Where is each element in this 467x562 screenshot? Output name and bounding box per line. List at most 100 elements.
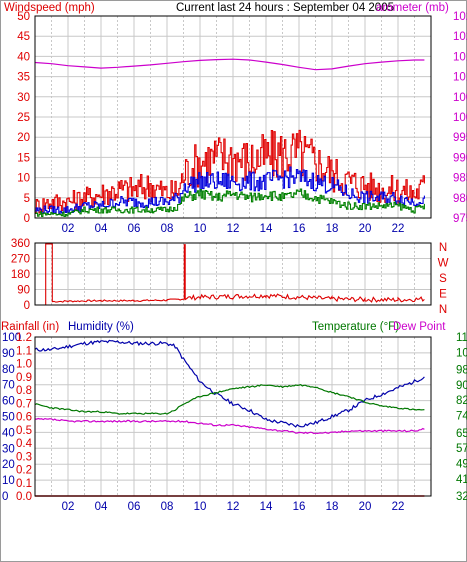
dew-point-axis-title: Dew Point: [393, 321, 446, 333]
winddir-plot-border: [34, 242, 432, 306]
humidity-tick-label: 70: [2, 380, 15, 392]
humidity-tick-label: 20: [2, 459, 15, 471]
rain-tick-label: 0.5: [16, 425, 32, 437]
barometer-axis-title: arometer (mb): [376, 2, 449, 14]
temperature-line: [34, 384, 425, 415]
humidity-tick-label: 0: [2, 491, 8, 503]
humidity-tick-label: 30: [2, 443, 15, 455]
top-x-tick-label: 22: [392, 223, 405, 235]
temperature-tick-label: 74: [456, 411, 467, 423]
wind-direction-tick-label: 270: [11, 254, 30, 266]
rain-tick-label: 0.3: [16, 451, 32, 463]
windspeed-tick-label: 10: [17, 173, 30, 185]
temperature-tick-label: 65: [456, 428, 467, 440]
bottom-x-tick-label: 22: [392, 501, 405, 513]
humidity-tick-label: 60: [2, 396, 15, 408]
barometer-line: [34, 58, 425, 71]
bottom-x-tick-label: 10: [194, 501, 207, 513]
temperature-tick-label: 49: [456, 458, 467, 470]
windspeed-tick-label: 15: [17, 152, 30, 164]
bottom-x-tick-label: 18: [326, 501, 339, 513]
rain-tick-label: 0.0: [16, 491, 32, 503]
rain-tick-label: 1.1: [16, 345, 32, 357]
windspeed-tick-label: 25: [17, 112, 30, 124]
humidity-tick-label: 100: [2, 332, 21, 344]
temperature-tick-label: 107: [456, 347, 467, 359]
humidity-tick-label: 90: [2, 348, 15, 360]
rain-tick-label: 1.2: [16, 332, 32, 344]
tick-labels-layer: 0510152025303540455097598098599099510001…: [2, 11, 467, 513]
rain-tick-label: 0.4: [16, 438, 33, 450]
wind-mid-line: [35, 166, 425, 215]
rain-tick-label: 1.0: [16, 359, 32, 371]
windspeed-tick-label: 30: [17, 92, 30, 104]
rain-tick-label: 0.2: [16, 465, 32, 477]
wind-direction-tick-label: 90: [17, 285, 30, 297]
top-x-tick-label: 12: [227, 223, 240, 235]
windspeed-tick-label: 45: [17, 31, 30, 43]
humidity-tick-label: 10: [2, 475, 15, 487]
top-x-tick-label: 20: [359, 223, 372, 235]
wind-direction-line: [35, 243, 425, 306]
barometer-tick-label: 995: [453, 132, 467, 144]
compass-letter-label: N: [439, 242, 447, 254]
rain-tick-label: 0.7: [16, 398, 32, 410]
temperature-tick-label: 41: [456, 474, 467, 486]
bottom-x-tick-label: 08: [161, 501, 174, 513]
humid-plot-border: [34, 336, 432, 497]
barometer-tick-label: 990: [453, 152, 467, 164]
top-x-tick-label: 18: [326, 223, 339, 235]
top-x-tick-label: 10: [194, 223, 207, 235]
compass-letter-label: N: [439, 304, 447, 316]
temperature-tick-label: 57: [456, 443, 467, 455]
windspeed-tick-label: 35: [17, 72, 30, 84]
rain-tick-label: 0.1: [16, 478, 32, 490]
wind-direction-tick-label: 360: [11, 238, 30, 250]
top-x-tick-label: 02: [62, 223, 75, 235]
windspeed-tick-label: 0: [24, 213, 30, 225]
barometer-tick-label: 975: [453, 213, 467, 225]
bottom-x-tick-label: 14: [260, 501, 273, 513]
temperature-axis-title: Temperature (°F): [312, 321, 399, 333]
windspeed-tick-label: 50: [17, 11, 30, 23]
humidity-line: [34, 339, 425, 428]
bottom-x-tick-label: 02: [62, 501, 75, 513]
rain-tick-label: 0.9: [16, 372, 32, 384]
top-x-tick-label: 04: [95, 223, 108, 235]
bottom-x-tick-label: 04: [95, 501, 108, 513]
grid-layer: [35, 15, 431, 497]
bottom-x-tick-label: 06: [128, 501, 141, 513]
windspeed-axis-title: Windspeed (mph): [4, 2, 95, 14]
compass-letter-label: W: [438, 258, 449, 270]
temperature-tick-label: 82: [456, 395, 467, 407]
wind-hi-line: [35, 129, 425, 214]
barometer-tick-label: 1005: [453, 92, 467, 104]
bottom-x-tick-label: 20: [359, 501, 372, 513]
temperature-tick-label: 98: [456, 365, 467, 377]
temperature-tick-label: 32: [456, 491, 467, 503]
barometer-tick-label: 1025: [453, 11, 467, 23]
top-x-tick-label: 14: [260, 223, 273, 235]
top-x-tick-label: 16: [293, 223, 306, 235]
temperature-tick-label: 115: [456, 332, 467, 344]
compass-letter-label: E: [439, 289, 447, 301]
humidity-tick-label: 40: [2, 427, 15, 439]
page-title: Current last 24 hours : September 04 200…: [176, 2, 394, 14]
temperature-tick-label: 90: [456, 380, 467, 392]
windspeed-tick-label: 40: [17, 51, 30, 63]
wind-avg-line: [35, 188, 425, 218]
wind-direction-tick-label: 0: [24, 300, 30, 312]
barometer-tick-label: 985: [453, 173, 467, 185]
humidity-tick-label: 50: [2, 412, 15, 424]
series-layer: [34, 58, 425, 497]
rain-tick-label: 0.8: [16, 385, 32, 397]
dew-point-line: [35, 417, 425, 435]
top-x-tick-label: 08: [161, 223, 174, 235]
rainfall-axis-title: Rainfall (in): [1, 321, 59, 333]
compass-letter-label: S: [439, 273, 447, 285]
